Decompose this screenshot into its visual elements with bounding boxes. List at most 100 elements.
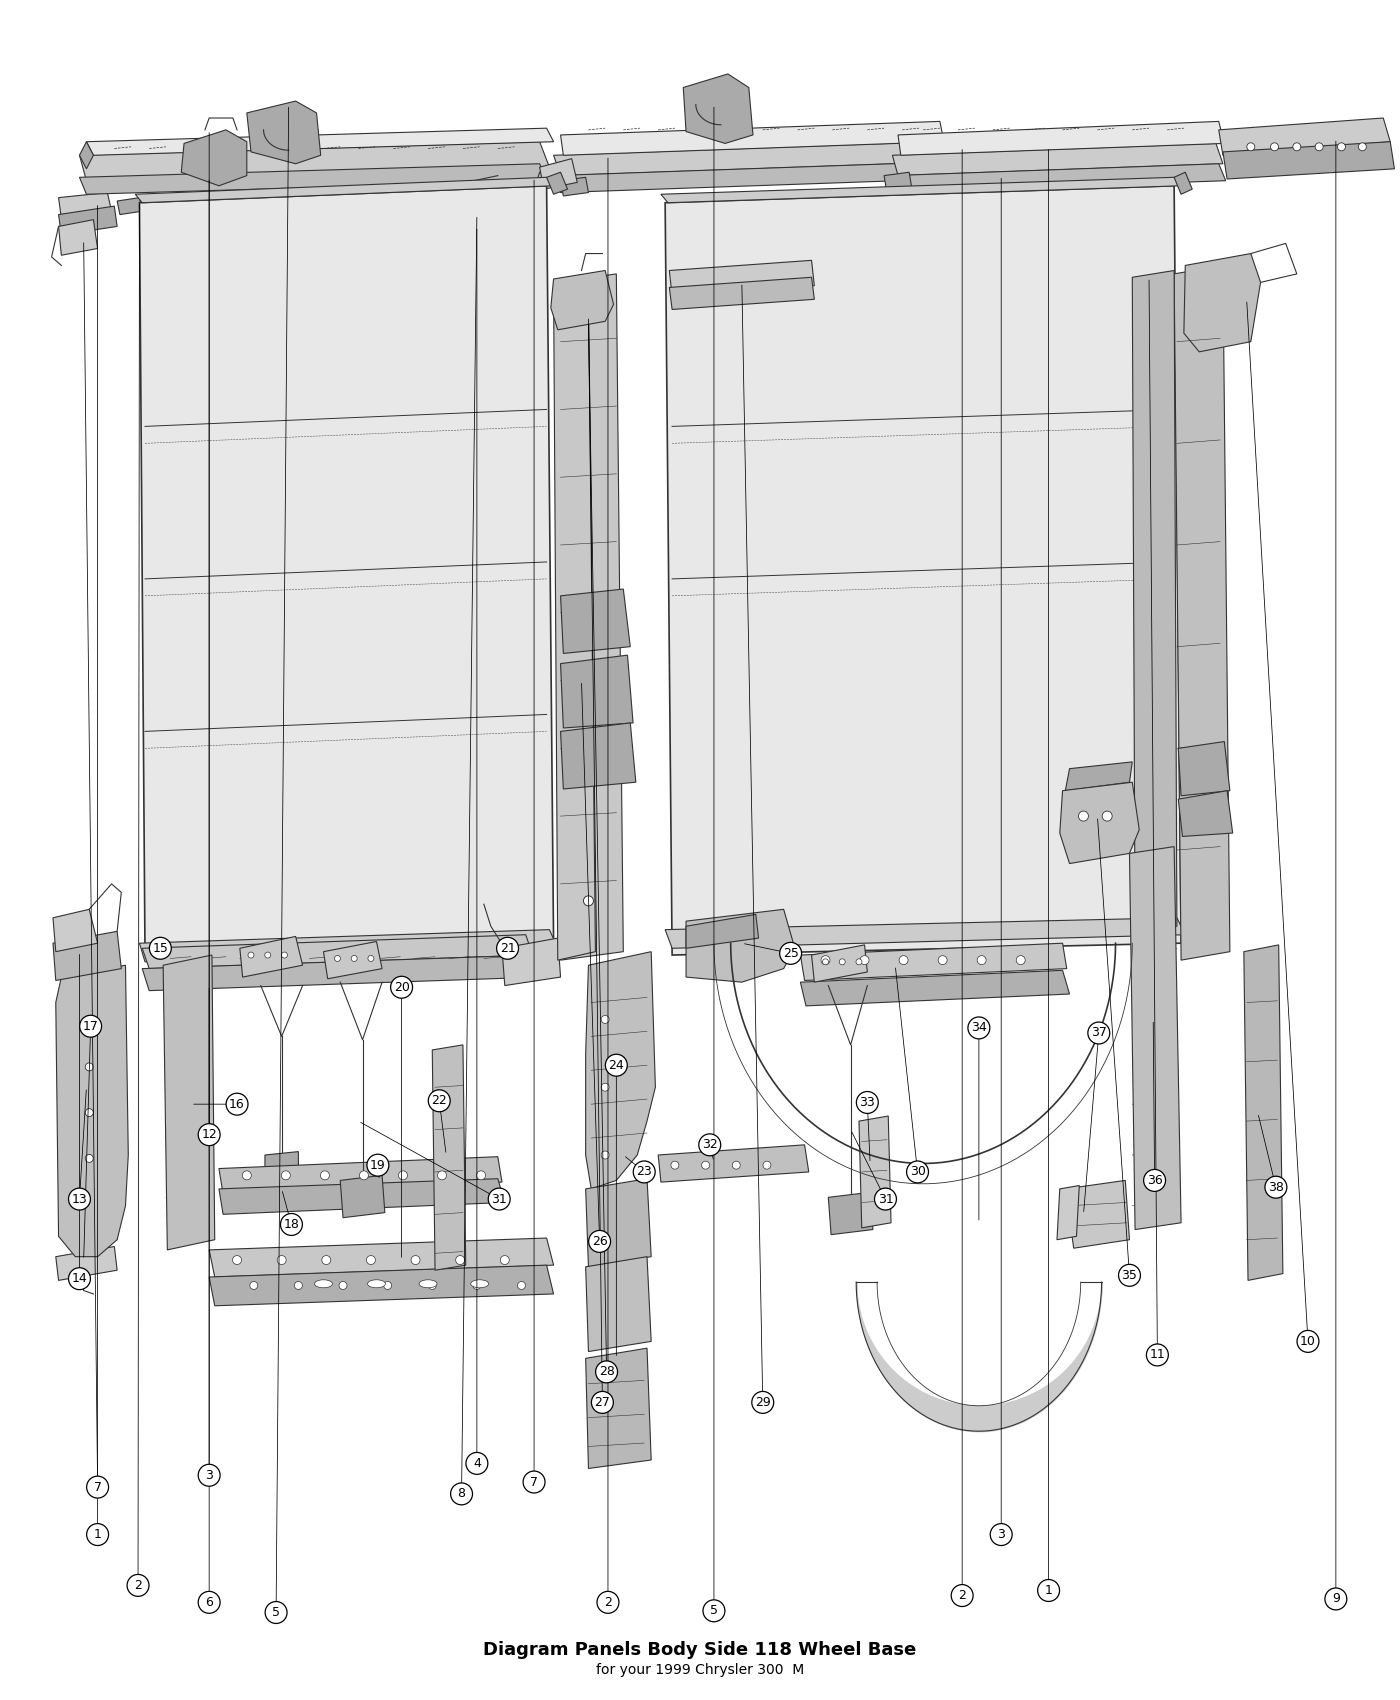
- Polygon shape: [560, 121, 944, 155]
- Circle shape: [1324, 1588, 1347, 1610]
- Circle shape: [399, 1171, 407, 1180]
- Polygon shape: [218, 1178, 505, 1214]
- Polygon shape: [812, 945, 868, 983]
- Circle shape: [335, 955, 340, 962]
- Polygon shape: [546, 172, 567, 194]
- Text: 7: 7: [531, 1476, 538, 1489]
- Circle shape: [823, 959, 829, 966]
- Circle shape: [199, 1124, 220, 1146]
- Polygon shape: [1179, 741, 1229, 796]
- Polygon shape: [883, 172, 911, 192]
- Circle shape: [860, 955, 869, 964]
- Circle shape: [225, 1093, 248, 1115]
- Circle shape: [601, 1015, 609, 1023]
- Circle shape: [368, 955, 374, 962]
- Circle shape: [476, 1171, 486, 1180]
- Polygon shape: [118, 197, 143, 214]
- Circle shape: [277, 1256, 286, 1265]
- Circle shape: [1266, 1176, 1287, 1198]
- Circle shape: [518, 1282, 525, 1290]
- Circle shape: [391, 976, 413, 998]
- Polygon shape: [323, 942, 382, 979]
- Polygon shape: [1184, 253, 1260, 352]
- Circle shape: [938, 955, 948, 964]
- Circle shape: [428, 1282, 437, 1290]
- Text: 9: 9: [1331, 1593, 1340, 1605]
- Circle shape: [466, 1452, 487, 1474]
- Polygon shape: [553, 141, 944, 175]
- Circle shape: [601, 1151, 609, 1159]
- Text: 23: 23: [637, 1166, 652, 1178]
- Circle shape: [701, 1161, 710, 1170]
- Circle shape: [967, 1017, 990, 1039]
- Polygon shape: [218, 1156, 503, 1193]
- Polygon shape: [209, 1238, 553, 1277]
- Circle shape: [497, 937, 518, 959]
- Circle shape: [339, 1282, 347, 1290]
- Circle shape: [1296, 1331, 1319, 1353]
- Polygon shape: [1065, 762, 1133, 790]
- Circle shape: [85, 1062, 94, 1071]
- Polygon shape: [801, 944, 1067, 981]
- Ellipse shape: [368, 1280, 385, 1289]
- Circle shape: [85, 1108, 94, 1117]
- Text: 3: 3: [206, 1469, 213, 1482]
- Circle shape: [428, 1090, 451, 1112]
- Circle shape: [438, 1171, 447, 1180]
- Text: 2: 2: [134, 1579, 141, 1591]
- Polygon shape: [686, 915, 759, 949]
- Circle shape: [1247, 143, 1254, 151]
- Circle shape: [199, 1591, 220, 1613]
- Polygon shape: [87, 128, 553, 155]
- Polygon shape: [475, 206, 512, 233]
- Text: 2: 2: [603, 1596, 612, 1608]
- Text: 27: 27: [595, 1396, 610, 1409]
- Polygon shape: [860, 1115, 890, 1227]
- Polygon shape: [140, 930, 557, 962]
- Text: 16: 16: [230, 1098, 245, 1110]
- Circle shape: [780, 942, 802, 964]
- Circle shape: [732, 1161, 741, 1170]
- Text: 14: 14: [71, 1272, 87, 1285]
- Text: 5: 5: [710, 1605, 718, 1617]
- Circle shape: [699, 1134, 721, 1156]
- Polygon shape: [550, 270, 613, 330]
- Text: 32: 32: [701, 1139, 718, 1151]
- Circle shape: [591, 1391, 613, 1413]
- Circle shape: [584, 896, 594, 906]
- Circle shape: [857, 1091, 878, 1114]
- Polygon shape: [59, 192, 112, 218]
- Circle shape: [294, 1282, 302, 1290]
- Polygon shape: [665, 185, 1182, 955]
- Text: 34: 34: [972, 1022, 987, 1034]
- Polygon shape: [53, 910, 98, 952]
- Circle shape: [85, 1154, 94, 1163]
- Polygon shape: [665, 918, 1186, 949]
- Circle shape: [265, 952, 270, 959]
- Polygon shape: [265, 1151, 298, 1192]
- Polygon shape: [669, 277, 815, 309]
- Text: 12: 12: [202, 1129, 217, 1141]
- Polygon shape: [59, 219, 98, 255]
- Polygon shape: [1133, 270, 1177, 932]
- Circle shape: [951, 1584, 973, 1606]
- Polygon shape: [80, 141, 94, 168]
- Text: 26: 26: [592, 1234, 608, 1248]
- Text: 22: 22: [431, 1095, 447, 1107]
- Text: 2: 2: [958, 1590, 966, 1601]
- Text: 4: 4: [473, 1457, 480, 1470]
- Polygon shape: [246, 100, 321, 163]
- Circle shape: [1337, 143, 1345, 151]
- Circle shape: [1315, 143, 1323, 151]
- Polygon shape: [553, 280, 595, 960]
- Circle shape: [977, 955, 986, 964]
- Polygon shape: [585, 952, 655, 1188]
- Polygon shape: [164, 955, 214, 1250]
- Circle shape: [384, 1282, 392, 1290]
- Text: 38: 38: [1268, 1182, 1284, 1193]
- Polygon shape: [1130, 847, 1182, 1229]
- Circle shape: [69, 1188, 91, 1210]
- Polygon shape: [658, 1144, 809, 1182]
- Circle shape: [351, 955, 357, 962]
- Circle shape: [1016, 955, 1025, 964]
